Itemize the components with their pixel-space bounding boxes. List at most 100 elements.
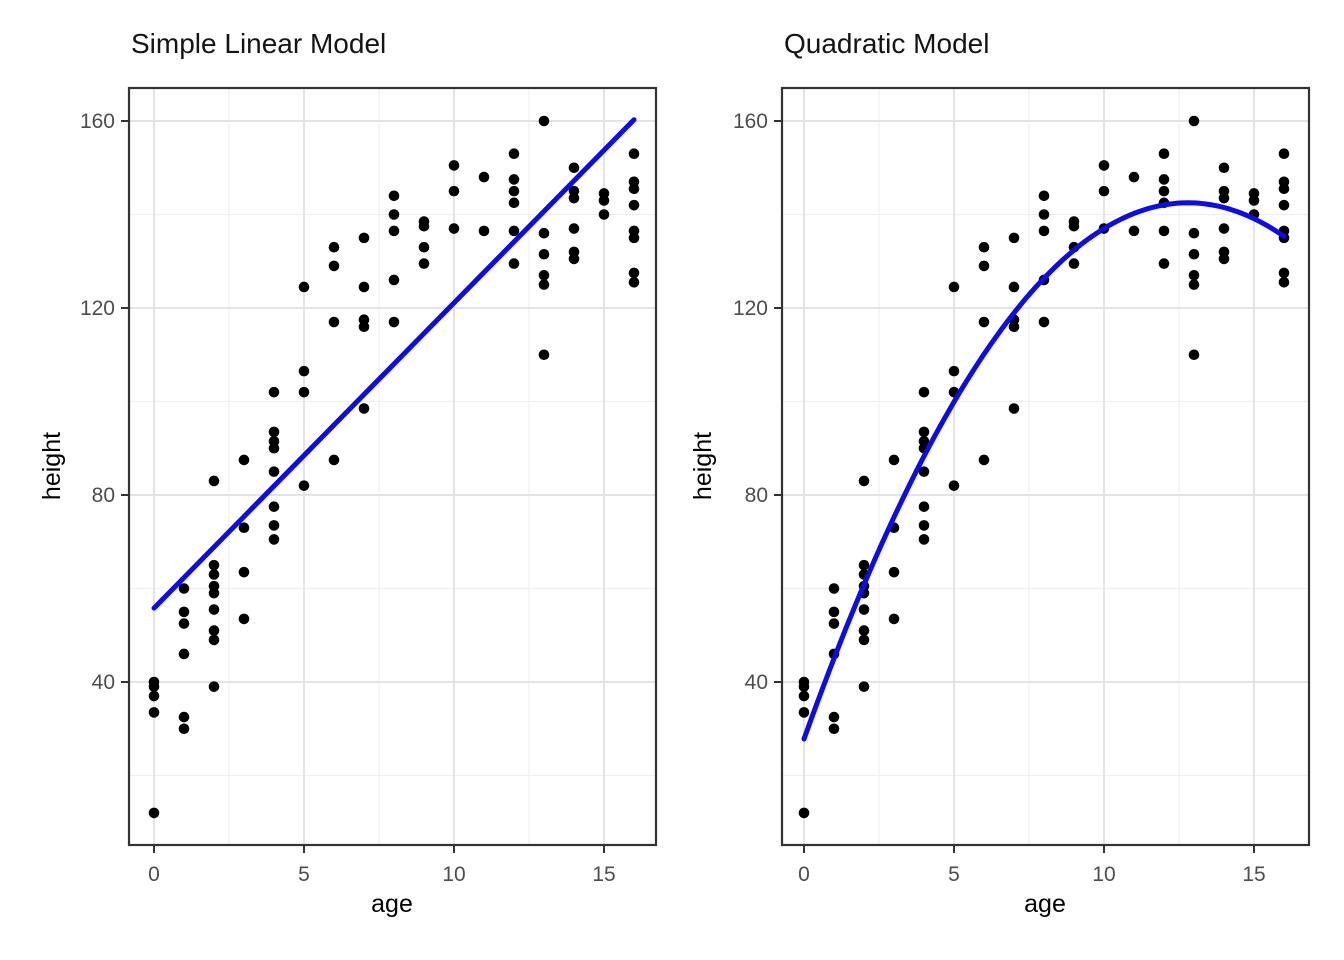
data-point — [328, 241, 340, 253]
data-point — [1278, 267, 1290, 279]
data-point — [208, 559, 220, 571]
data-point — [358, 281, 370, 293]
data-point — [148, 681, 160, 692]
data-point — [478, 225, 490, 237]
data-point — [538, 248, 550, 260]
data-point — [1128, 225, 1140, 237]
data-point — [388, 190, 400, 202]
data-point — [298, 480, 310, 491]
data-point — [208, 604, 220, 615]
data-point — [388, 274, 400, 286]
data-point — [918, 466, 930, 477]
y-tick-label: 40 — [745, 671, 768, 694]
data-point — [828, 618, 840, 629]
quadratic-fit-curve — [801, 200, 1287, 742]
data-point — [1248, 195, 1260, 206]
data-point — [1278, 148, 1290, 160]
y-axis-title-right: height — [689, 431, 717, 501]
data-point — [978, 260, 990, 272]
data-point — [448, 223, 460, 234]
data-point — [388, 316, 400, 328]
data-point — [978, 241, 990, 253]
data-point — [978, 454, 990, 466]
data-point — [948, 281, 960, 293]
data-point — [1128, 171, 1140, 183]
data-point — [208, 634, 220, 646]
data-point — [1038, 190, 1050, 202]
data-point — [418, 241, 430, 253]
data-point — [798, 690, 810, 702]
data-point — [388, 225, 400, 237]
panel-title-quadratic: Quadratic Model — [784, 28, 990, 59]
data-point — [208, 475, 220, 487]
data-point — [628, 199, 640, 211]
data-point — [1008, 321, 1020, 333]
y-tick-label: 80 — [745, 484, 768, 507]
data-point — [798, 707, 810, 718]
data-point — [798, 681, 810, 692]
data-point — [798, 807, 810, 819]
data-point — [508, 174, 520, 185]
data-point — [358, 321, 370, 333]
data-point — [568, 162, 580, 174]
y-tick-label: 80 — [92, 484, 115, 507]
data-point — [828, 711, 840, 723]
panel-background — [782, 88, 1309, 845]
data-point — [858, 634, 870, 646]
data-point — [508, 185, 520, 197]
data-point — [858, 604, 870, 615]
data-point — [178, 583, 190, 594]
data-point — [268, 386, 280, 398]
data-point — [1218, 192, 1230, 204]
data-point — [148, 707, 160, 718]
data-point — [418, 220, 430, 232]
y-tick-label: 120 — [733, 297, 768, 320]
y-tick-label: 40 — [92, 671, 115, 694]
data-point — [1008, 281, 1020, 293]
data-point — [1218, 223, 1230, 234]
data-point — [298, 386, 310, 398]
data-point — [508, 225, 520, 237]
data-point — [628, 183, 640, 195]
data-point — [298, 365, 310, 377]
data-point — [918, 426, 930, 438]
data-point — [208, 681, 220, 692]
x-tick-label: 10 — [442, 863, 465, 886]
data-point — [598, 195, 610, 206]
data-point — [568, 253, 580, 265]
data-point — [268, 426, 280, 438]
panel-title-linear: Simple Linear Model — [131, 28, 387, 59]
data-point — [1188, 279, 1200, 290]
data-point — [568, 223, 580, 234]
data-point — [1158, 225, 1170, 237]
data-point — [538, 349, 550, 361]
data-point — [568, 192, 580, 204]
data-point — [918, 534, 930, 545]
data-point — [1008, 403, 1020, 414]
data-point — [858, 625, 870, 636]
data-point — [628, 232, 640, 244]
data-point — [888, 613, 900, 625]
linear-fit-line — [151, 117, 637, 611]
data-point — [538, 269, 550, 281]
data-point — [238, 522, 250, 534]
data-point — [628, 148, 640, 160]
data-point — [1278, 183, 1290, 195]
data-point — [1068, 220, 1080, 232]
x-axis-title-right: age — [1024, 890, 1066, 918]
data-point — [918, 501, 930, 512]
data-point — [358, 403, 370, 414]
y-tick-label: 160 — [80, 110, 115, 133]
data-point — [268, 534, 280, 545]
x-tick-label: 15 — [592, 863, 615, 886]
data-point — [978, 316, 990, 328]
data-point — [208, 569, 220, 580]
data-point — [508, 197, 520, 209]
data-point — [418, 258, 430, 269]
data-point — [918, 386, 930, 398]
y-axis-title-left: height — [38, 431, 66, 501]
x-tick-label: 0 — [148, 863, 160, 886]
data-point — [148, 807, 160, 819]
data-point — [328, 454, 340, 466]
